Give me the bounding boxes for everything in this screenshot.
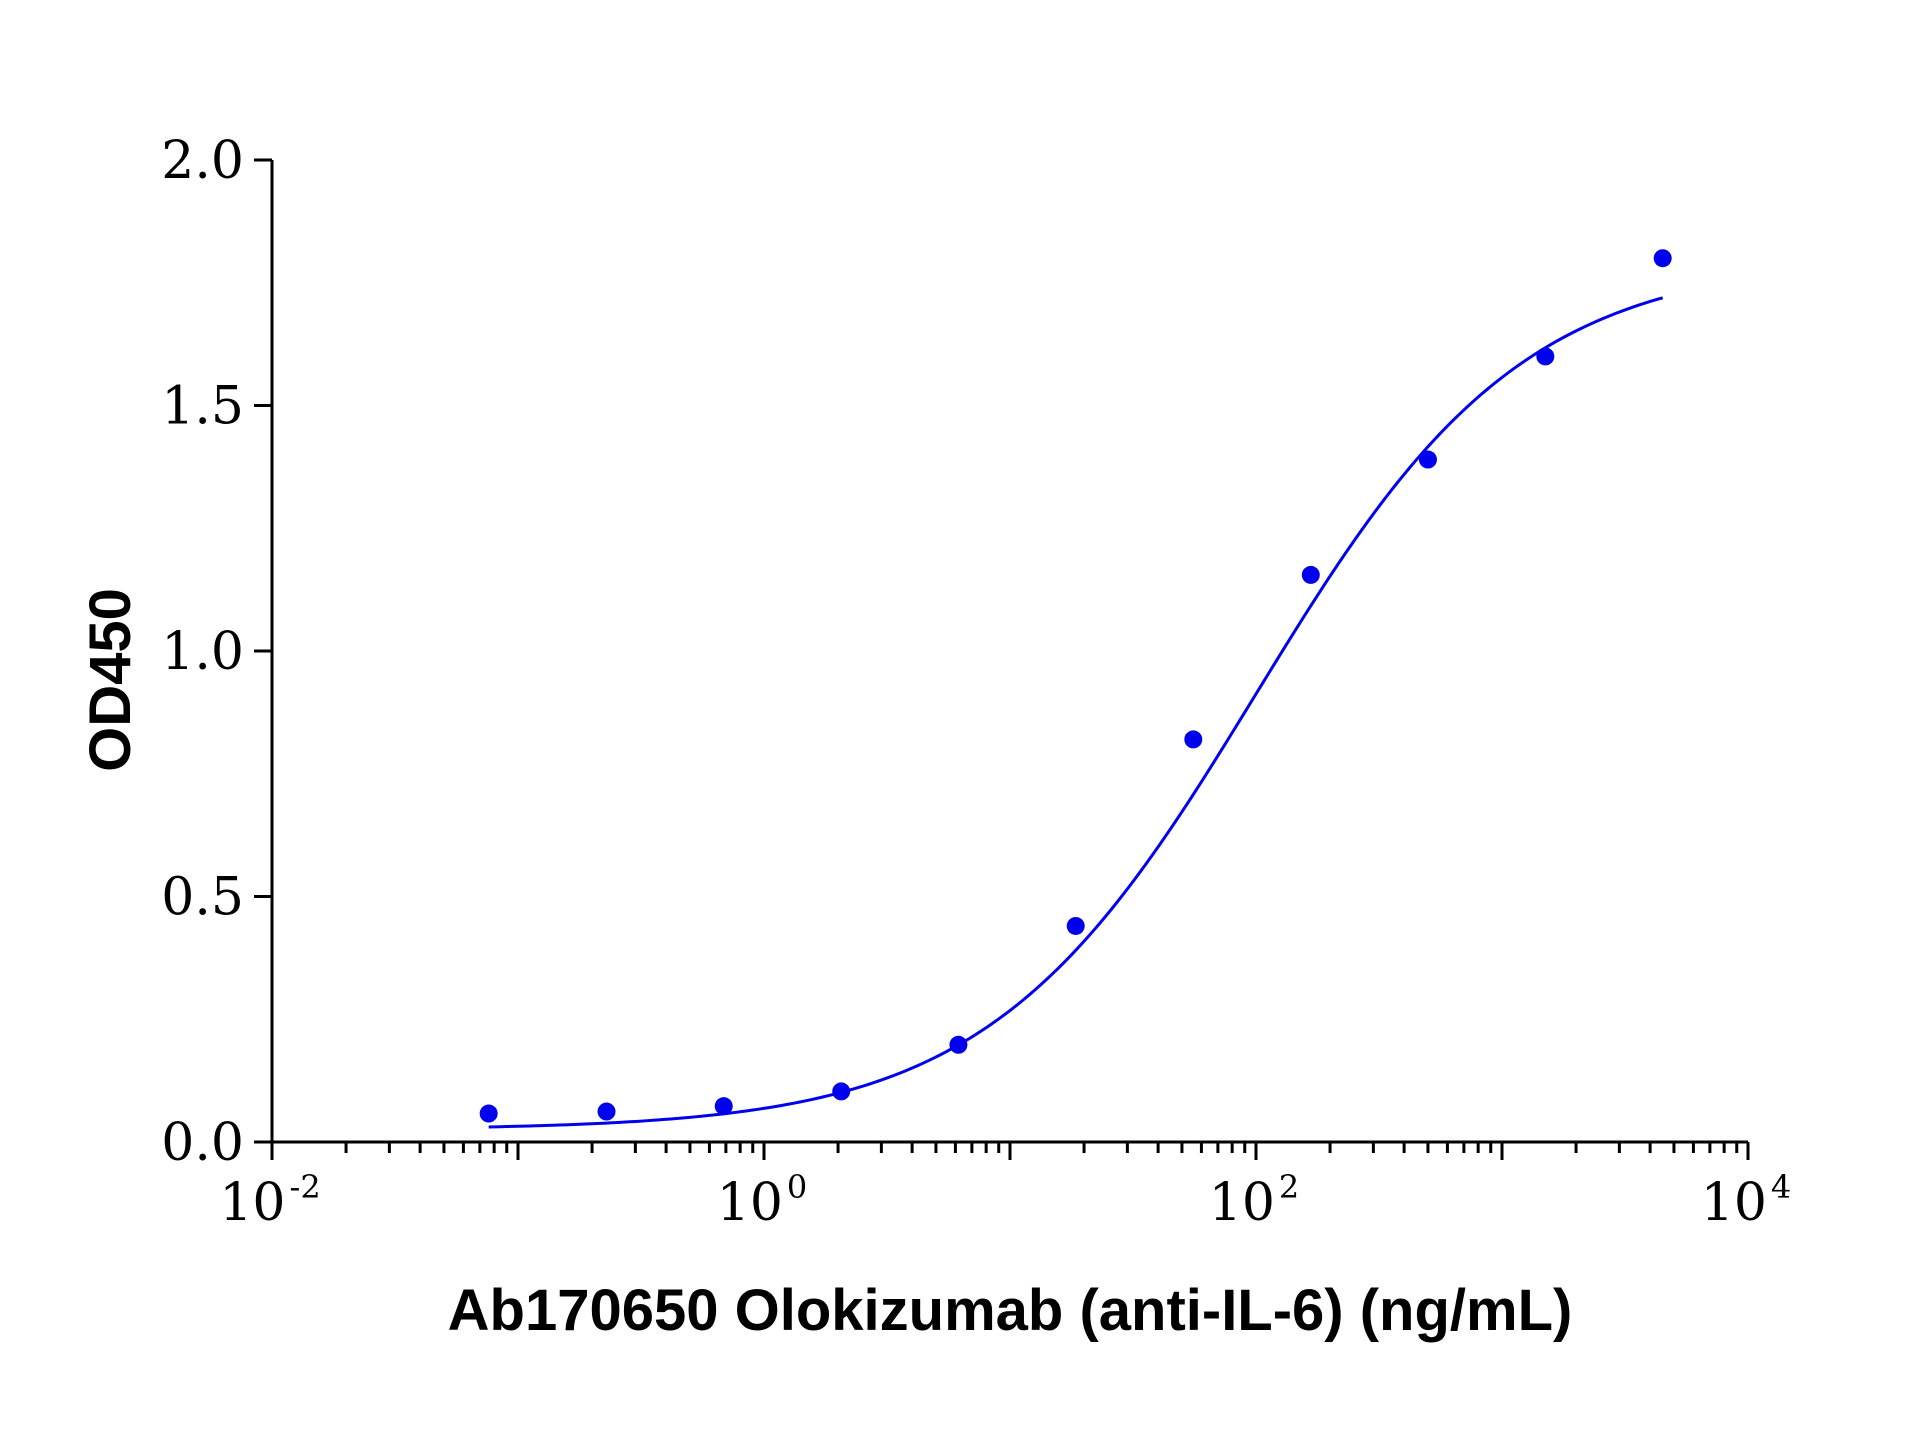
x-axis-label: Ab170650 Olokizumab (anti-IL-6) (ng/mL) bbox=[448, 1278, 1573, 1343]
y-axis-label: OD450 bbox=[78, 588, 143, 772]
x-tick-label: 10 0 bbox=[717, 1168, 808, 1233]
data-point bbox=[949, 1035, 968, 1054]
data-point bbox=[479, 1104, 498, 1123]
x-ticks: 10 -2 10 0 10 2 10 4 bbox=[219, 1142, 1791, 1233]
data-point bbox=[714, 1097, 733, 1116]
y-tick-label: 0.0 bbox=[161, 1113, 244, 1173]
data-point bbox=[1301, 565, 1320, 584]
data-point bbox=[1184, 730, 1203, 749]
y-tick-label: 1.5 bbox=[161, 377, 244, 437]
data-point bbox=[1653, 249, 1672, 268]
y-ticks: 0.0 0.5 1.0 1.5 2.0 bbox=[161, 131, 272, 1173]
fit-curve bbox=[488, 296, 1664, 1129]
axes bbox=[270, 160, 1748, 1144]
y-tick-label: 0.5 bbox=[161, 868, 244, 928]
data-point bbox=[832, 1082, 851, 1101]
data-point bbox=[1418, 450, 1437, 469]
data-point bbox=[597, 1102, 616, 1121]
y-tick-label: 1.0 bbox=[161, 622, 244, 682]
x-tick-label: 10 -2 bbox=[219, 1168, 320, 1233]
y-tick-label: 2.0 bbox=[161, 131, 244, 191]
data-point bbox=[1066, 916, 1085, 935]
x-tick-label: 10 4 bbox=[1701, 1168, 1792, 1233]
data-point bbox=[1536, 347, 1555, 366]
data-points bbox=[479, 249, 1672, 1123]
x-tick-label: 10 2 bbox=[1209, 1168, 1300, 1233]
